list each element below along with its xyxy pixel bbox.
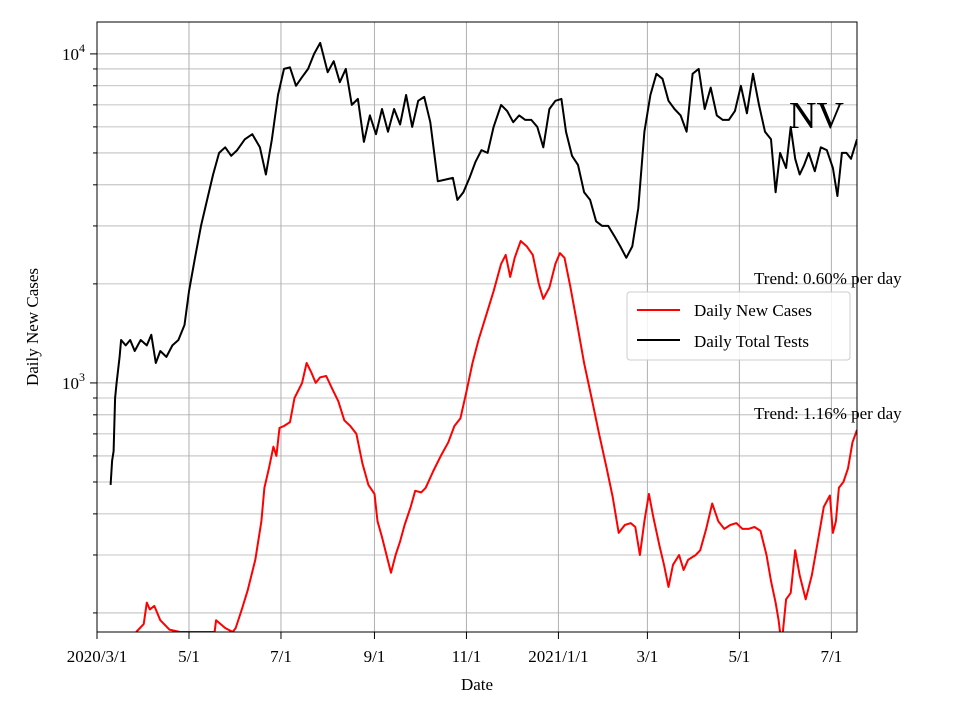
x-tick-label: 5/1 — [729, 647, 751, 666]
trend-tests-annotation: Trend: 0.60% per day — [754, 269, 902, 288]
x-axis-label: Date — [461, 675, 493, 694]
x-tick-label: 2021/1/1 — [528, 647, 588, 666]
trend-cases-annotation: Trend: 1.16% per day — [754, 404, 902, 423]
legend-box — [626, 291, 851, 361]
x-tick-label: 7/1 — [270, 647, 292, 666]
series-line-daily-total-tests — [109, 41, 857, 485]
axes-frame — [96, 21, 858, 633]
legend-label-tests: Daily Total Tests — [694, 332, 809, 351]
legend: Daily New Cases Daily Total Tests — [626, 291, 851, 361]
y-tick-label: 104 — [62, 41, 85, 64]
x-axis-ticks: 2020/3/1 5/1 7/1 9/1 11/1 2021/1/1 3/1 5/1 7/1 — [67, 632, 842, 666]
plot-area — [109, 41, 857, 632]
series-line-daily-new-cases — [135, 240, 857, 632]
legend-label-cases: Daily New Cases — [694, 301, 812, 320]
x-tick-label: 3/1 — [637, 647, 659, 666]
x-tick-label: 5/1 — [178, 647, 200, 666]
x-tick-label: 11/1 — [452, 647, 482, 666]
x-tick-label: 7/1 — [820, 647, 842, 666]
y-axis-ticks: 103 104 — [62, 41, 97, 614]
y-axis-label: Daily New Cases — [23, 268, 42, 386]
x-tick-label: 2020/3/1 — [67, 647, 127, 666]
y-tick-label: 103 — [62, 370, 85, 393]
x-tick-label: 9/1 — [364, 647, 386, 666]
state-label: NV — [789, 95, 844, 137]
